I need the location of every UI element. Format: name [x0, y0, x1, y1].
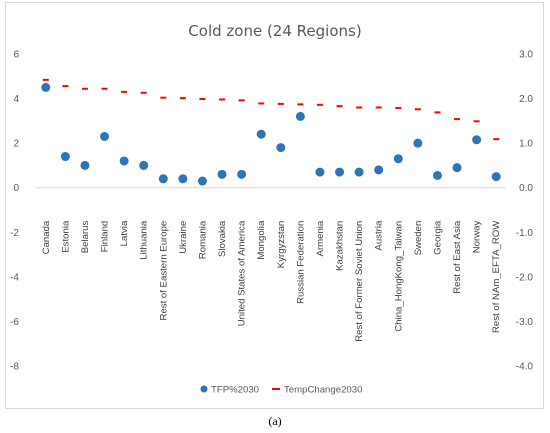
tfp-point [315, 167, 325, 177]
left-tick-label: 2 [13, 139, 19, 150]
category-label: Rest of NAm_EFTA_ROW [491, 220, 502, 333]
category-label: China_HongKong_Taiwan [393, 221, 404, 332]
chart-title: Cold zone (24 Regions) [188, 22, 361, 40]
category-label: Finland [100, 221, 111, 252]
legend-tfp-marker [200, 385, 208, 393]
left-tick-label: -6 [10, 317, 19, 328]
category-label: Sweden [413, 221, 424, 256]
category-label: Georgia [432, 220, 443, 255]
category-label: Rest of Former Soviet Union [354, 221, 365, 342]
legend-tfp-label: TFP%2030 [211, 385, 259, 396]
category-label: Slovakia [217, 220, 228, 257]
category-label: Canada [41, 220, 52, 254]
right-tick-label: -1.0 [516, 228, 534, 239]
tfp-point [256, 129, 266, 139]
tfp-point [452, 163, 462, 173]
category-label: Mongolia [256, 220, 267, 260]
tfp-point [393, 154, 403, 164]
left-tick-label: -2 [10, 228, 19, 239]
category-label: Belarus [80, 221, 91, 254]
category-label: Latvia [119, 220, 130, 246]
legend: TFP%2030 TempChange2030 [200, 385, 362, 396]
right-tick-label: 1.0 [519, 139, 533, 150]
tfp-point [295, 111, 305, 121]
right-tick-label: 2.0 [519, 94, 533, 105]
tfp-point [335, 167, 345, 177]
right-axis-ticks: 3.0 2.0 1.0 0.0 -1.0 -2.0 -3.0 -4.0 [516, 50, 534, 373]
tfp-point [41, 82, 51, 92]
right-tick-label: -3.0 [516, 317, 534, 328]
category-label: Rest of East Asia [452, 220, 463, 294]
category-label: Kazakhstan [335, 221, 346, 271]
category-label: Rest of Eastern Europe [158, 221, 169, 321]
right-tick-label: -2.0 [516, 272, 534, 283]
tfp-point [237, 169, 247, 179]
tfp-point [119, 156, 129, 166]
category-label: Norway [472, 221, 483, 254]
category-label: Kyrgyzstan [276, 221, 287, 268]
figure-caption: (a) [268, 414, 282, 428]
category-label: Armenia [315, 220, 326, 256]
chart-svg: Cold zone (24 Regions) 6 4 2 0 -2 -4 -6 -8 3.0 2… [10, 22, 534, 396]
tfp-point [472, 135, 482, 145]
tfp-point [197, 176, 207, 186]
category-label: Estonia [60, 220, 71, 253]
tfp-point [432, 170, 442, 180]
left-tick-label: 0 [13, 183, 19, 194]
tfp-point [60, 152, 70, 162]
tfp-point [158, 174, 168, 184]
right-tick-label: 0.0 [519, 183, 533, 194]
category-label: Austria [374, 220, 385, 251]
left-tick-label: 6 [13, 50, 19, 61]
category-label: Lithuania [139, 220, 150, 260]
tfp-point [276, 143, 286, 153]
category-label: United States of America [237, 220, 248, 326]
tfp-point [80, 160, 90, 170]
tfp-point [374, 165, 384, 175]
tfp-point [354, 167, 364, 177]
tfp-point [100, 131, 110, 141]
tfp-point [491, 172, 501, 182]
tfp-series [41, 82, 501, 186]
tfp-point [413, 138, 423, 148]
tfp-point [178, 174, 188, 184]
legend-temp-label: TempChange2030 [284, 385, 362, 396]
category-labels: Canada Estonia Belarus Finland Latvia Lithuan… [41, 220, 502, 342]
chart-area: Cold zone (24 Regions) 6 4 2 0 -2 -4 -6 -8 3.0 2… [5, 2, 544, 409]
category-label: Romania [197, 220, 208, 259]
right-tick-label: -4.0 [516, 362, 534, 373]
left-tick-label: 4 [13, 94, 19, 105]
left-axis-ticks: 6 4 2 0 -2 -4 -6 -8 [10, 50, 19, 373]
tfp-point [217, 169, 227, 179]
tfp-point [139, 160, 149, 170]
temp-change-series [42, 78, 500, 141]
left-tick-label: -4 [10, 272, 19, 283]
category-label: Russian Federation [295, 221, 306, 304]
category-label: Ukraine [178, 221, 189, 254]
left-tick-label: -8 [10, 362, 19, 373]
right-tick-label: 3.0 [519, 50, 533, 61]
